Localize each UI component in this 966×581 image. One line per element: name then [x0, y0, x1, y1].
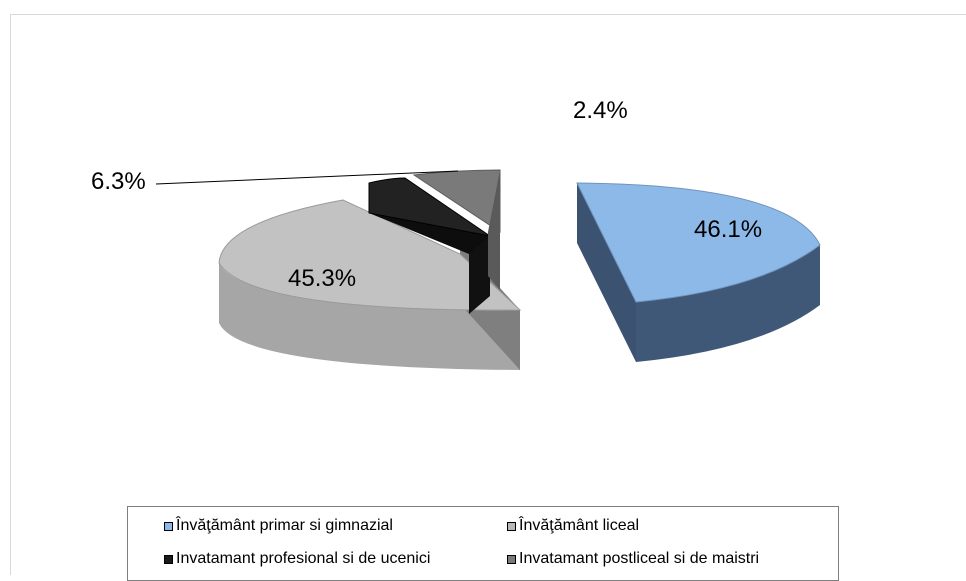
- pie-slice-primar-gimnazial: 46.1%: [577, 183, 820, 362]
- legend-swatch-profesional: [164, 555, 173, 564]
- legend-item-primar: Învăţământ primar si gimnazial: [164, 517, 393, 535]
- legend-label-primar: Învăţământ primar si gimnazial: [176, 517, 393, 535]
- data-label-liceal: 45.3%: [288, 265, 356, 292]
- legend-item-postliceal: Invatamant postliceal si de maistri: [507, 550, 759, 568]
- legend-label-liceal: Învăţământ liceal: [519, 517, 639, 535]
- data-label-postliceal: 2.4%: [573, 97, 628, 124]
- legend: Învăţământ primar si gimnazial Învăţămân…: [127, 506, 839, 581]
- legend-swatch-liceal: [507, 522, 516, 531]
- legend-item-liceal: Învăţământ liceal: [507, 517, 639, 535]
- data-label-primar: 46.1%: [694, 216, 762, 243]
- legend-item-profesional: Invatamant profesional si de ucenici: [164, 550, 430, 568]
- legend-swatch-primar: [164, 522, 173, 531]
- data-label-profesional: 6.3%: [91, 168, 146, 195]
- leader-line-profesional: [156, 171, 458, 184]
- legend-swatch-postliceal: [507, 555, 516, 564]
- legend-label-postliceal: Invatamant postliceal si de maistri: [519, 550, 759, 568]
- legend-label-profesional: Invatamant profesional si de ucenici: [176, 550, 430, 568]
